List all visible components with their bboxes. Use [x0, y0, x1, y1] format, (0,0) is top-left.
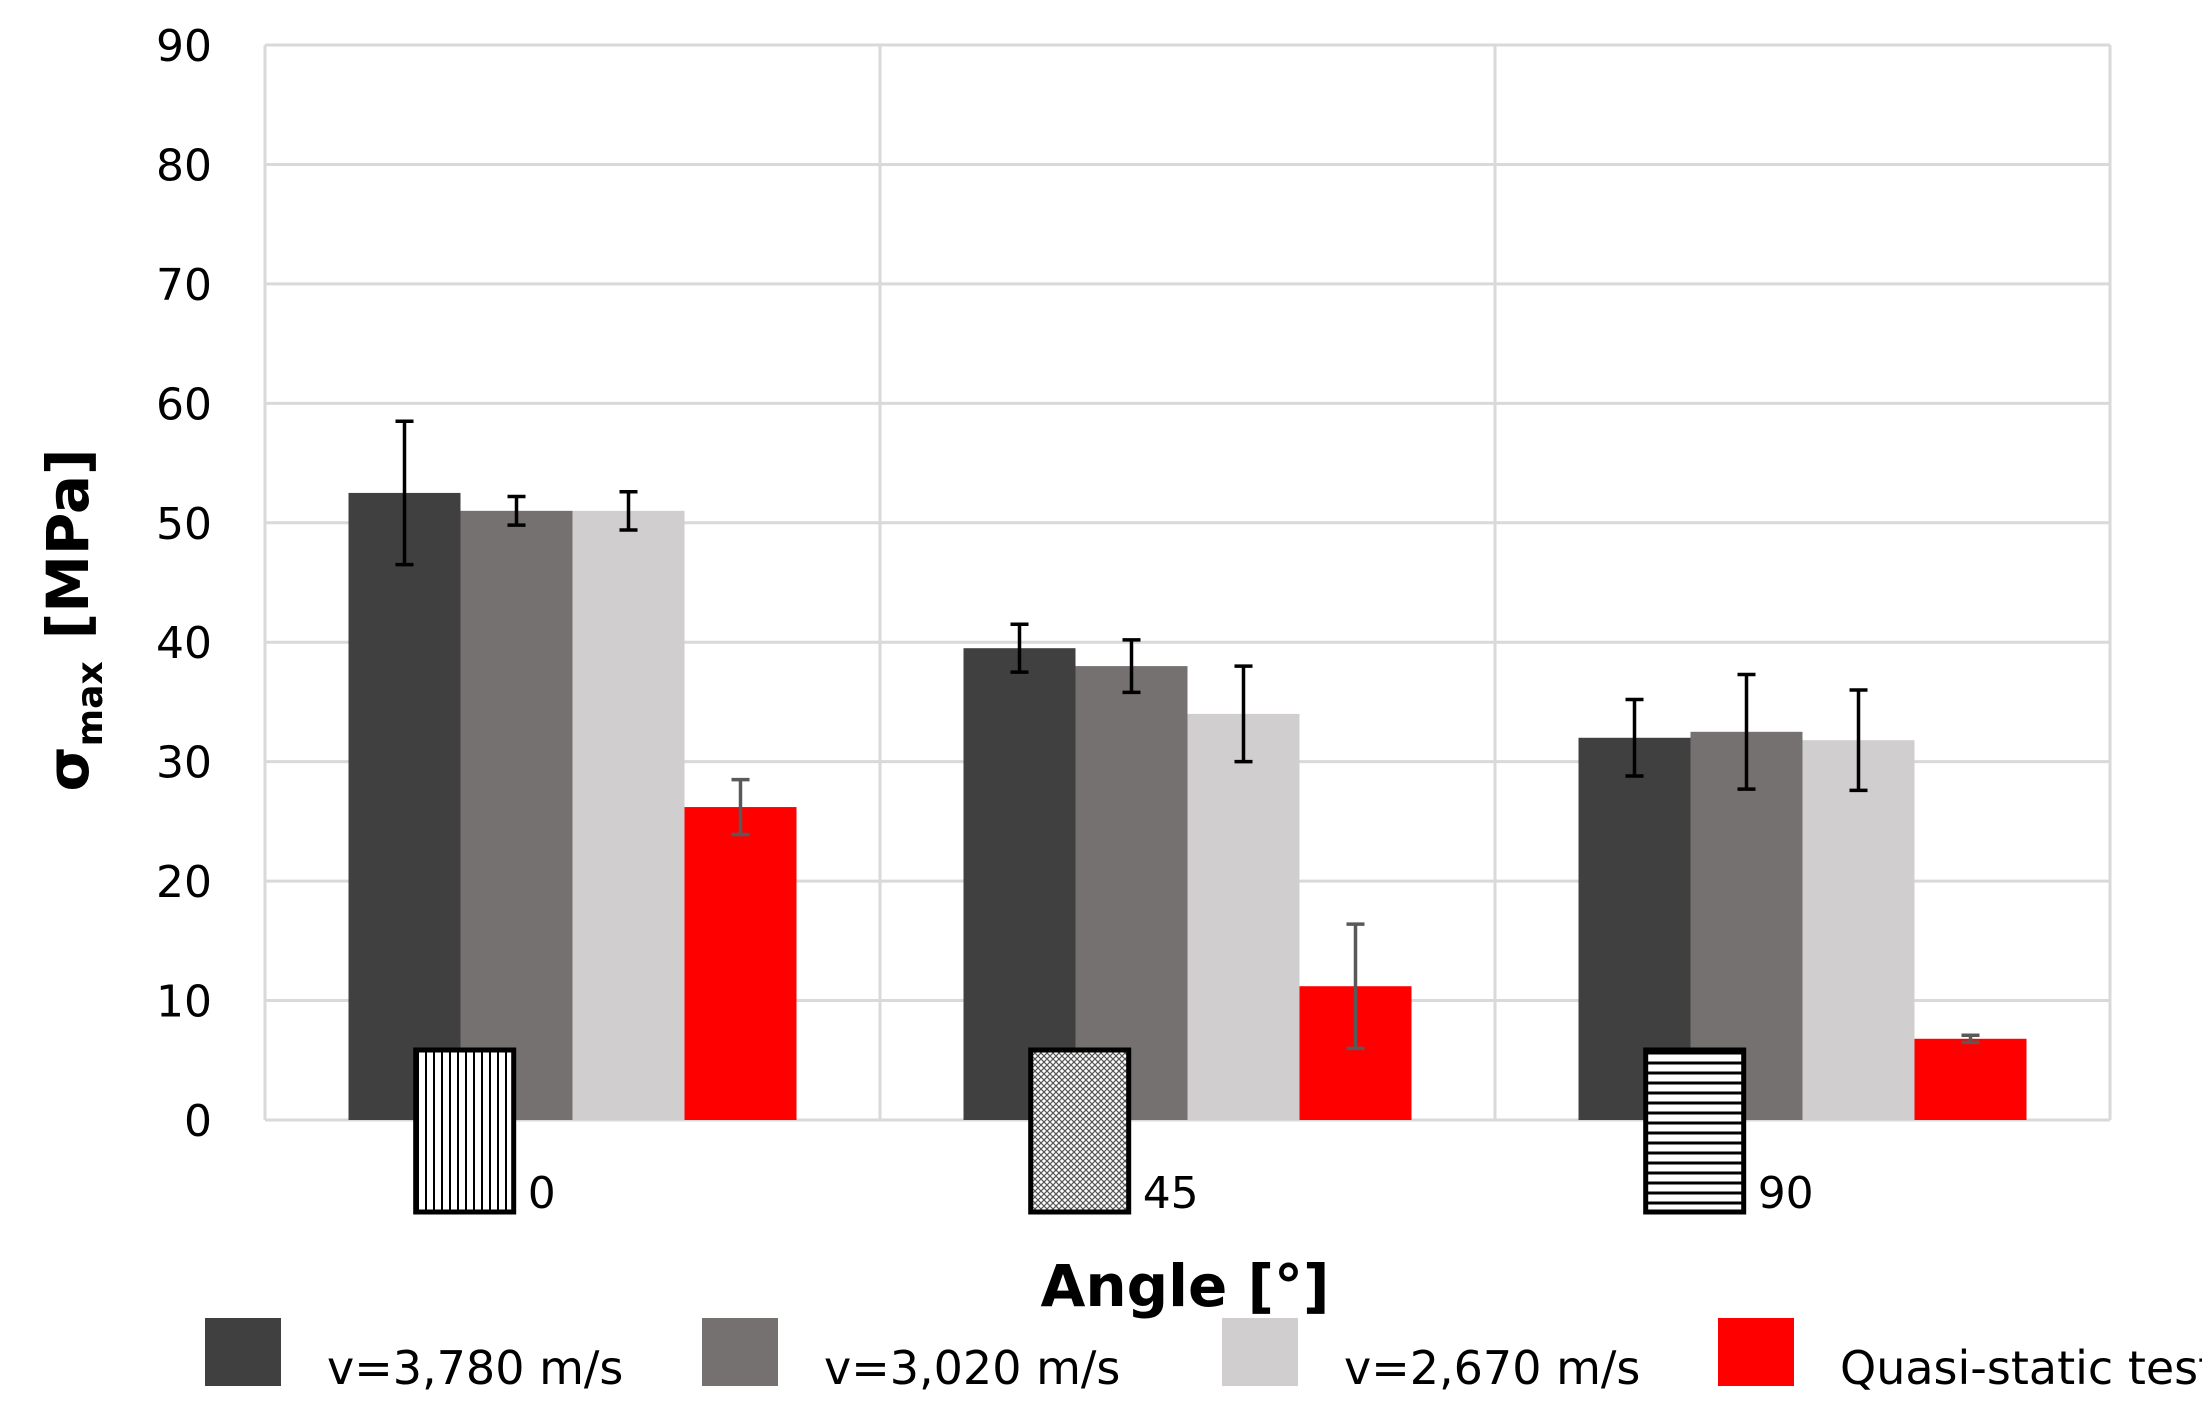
y-tick-label: 70 — [156, 260, 212, 311]
legend-swatch — [1222, 1318, 1298, 1386]
y-axis-ticks: 0 10 20 30 40 50 60 70 80 90 — [156, 21, 212, 1147]
vertical-lines-pattern-icon — [413, 1047, 517, 1215]
x-axis-ticks: 0 45 90 — [528, 1168, 1814, 1219]
y-tick-label: 30 — [156, 738, 212, 789]
y-tick-label: 50 — [156, 499, 212, 550]
y-tick-label: 80 — [156, 140, 212, 191]
y-tick-label: 60 — [156, 379, 212, 430]
bar — [348, 492, 461, 1121]
y-tick-label: 90 — [156, 21, 212, 72]
legend: v=3,780 m/s v=3,020 m/s v=2,670 m/s Quasi-s… — [205, 1318, 2202, 1395]
x-tick-label: 90 — [1758, 1168, 1814, 1219]
bar — [1802, 740, 1915, 1120]
legend-label: v=2,670 m/s — [1344, 1341, 1640, 1395]
y-tick-label: 0 — [184, 1096, 212, 1147]
legend-swatch — [1718, 1318, 1794, 1386]
horizontal-lines-pattern-icon — [1643, 1047, 1747, 1215]
y-axis-title-symbol: σ — [34, 746, 102, 791]
legend-label: v=3,020 m/s — [824, 1341, 1120, 1395]
category-icons — [413, 1047, 1747, 1215]
legend-swatch — [702, 1318, 778, 1386]
x-tick-label: 0 — [528, 1168, 556, 1219]
bar — [1914, 1038, 2027, 1120]
bars — [348, 419, 2027, 1121]
y-tick-label: 20 — [156, 857, 212, 908]
legend-swatch — [205, 1318, 281, 1386]
bar — [1187, 713, 1300, 1120]
y-tick-label: 40 — [156, 618, 212, 669]
bar — [460, 510, 573, 1120]
y-tick-label: 10 — [156, 977, 212, 1028]
crosshatch-pattern-icon — [1028, 1047, 1132, 1215]
legend-label: v=3,780 m/s — [327, 1341, 623, 1395]
bar — [1075, 666, 1188, 1120]
y-axis-title: σmax [MPa] — [34, 448, 111, 791]
x-axis-title: Angle [°] — [1040, 1252, 1329, 1320]
legend-label: Quasi-static test — [1840, 1341, 2202, 1395]
y-axis-title-unit: [MPa] — [34, 448, 102, 639]
bar — [684, 807, 797, 1120]
x-tick-label: 45 — [1143, 1168, 1199, 1219]
bar — [572, 510, 685, 1120]
y-axis-title-subscript: max — [70, 661, 111, 746]
bar — [963, 648, 1076, 1120]
